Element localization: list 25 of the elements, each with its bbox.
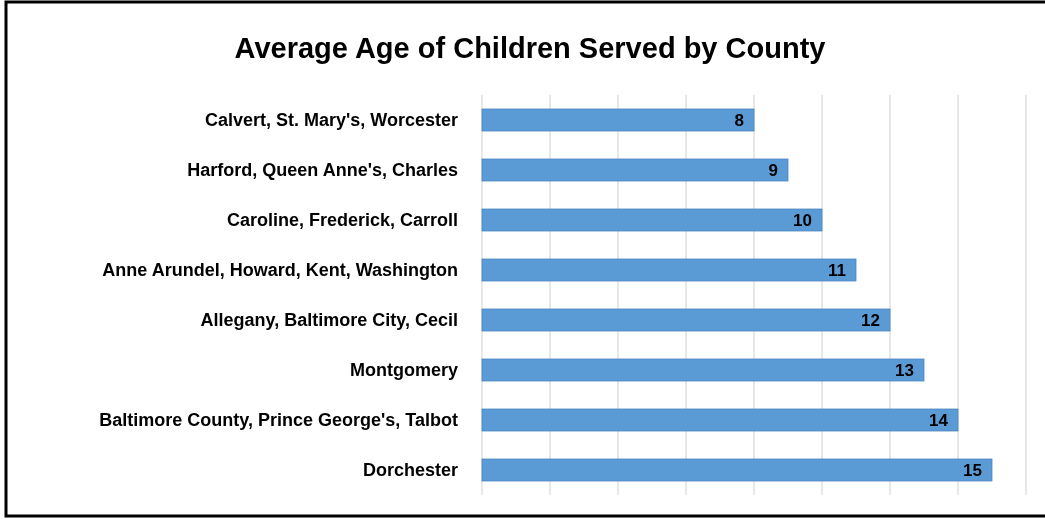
y-tick-label: Caroline, Frederick, Carroll	[226, 209, 458, 230]
data-label: 9	[768, 161, 778, 181]
y-tick-label: Baltimore County, Prince George's, Talbot	[99, 409, 458, 430]
y-tick-label: Calvert, St. Mary's, Worcester	[204, 109, 458, 130]
bar	[481, 358, 925, 382]
bar	[481, 208, 823, 232]
y-tick-label: Montgomery	[350, 359, 458, 380]
bar	[481, 458, 993, 482]
data-label: 8	[734, 111, 744, 131]
data-label: 11	[828, 261, 846, 281]
y-tick-label: Harford, Queen Anne's, Charles	[187, 159, 458, 180]
data-label: 14	[929, 411, 949, 431]
y-tick-label: Allegany, Baltimore City, Cecil	[200, 309, 458, 330]
y-tick-label: Dorchester	[362, 459, 458, 480]
data-label: 12	[861, 311, 880, 331]
data-label: 15	[963, 461, 982, 481]
data-label: 10	[793, 211, 812, 231]
bar	[481, 258, 857, 282]
chart-title: Average Age of Children Served by County	[234, 32, 826, 64]
data-label: 13	[895, 361, 914, 381]
bar	[481, 158, 789, 182]
bar	[481, 308, 891, 332]
bar	[481, 108, 755, 132]
y-tick-label: Anne Arundel, Howard, Kent, Washington	[102, 259, 458, 280]
bar	[481, 408, 959, 432]
